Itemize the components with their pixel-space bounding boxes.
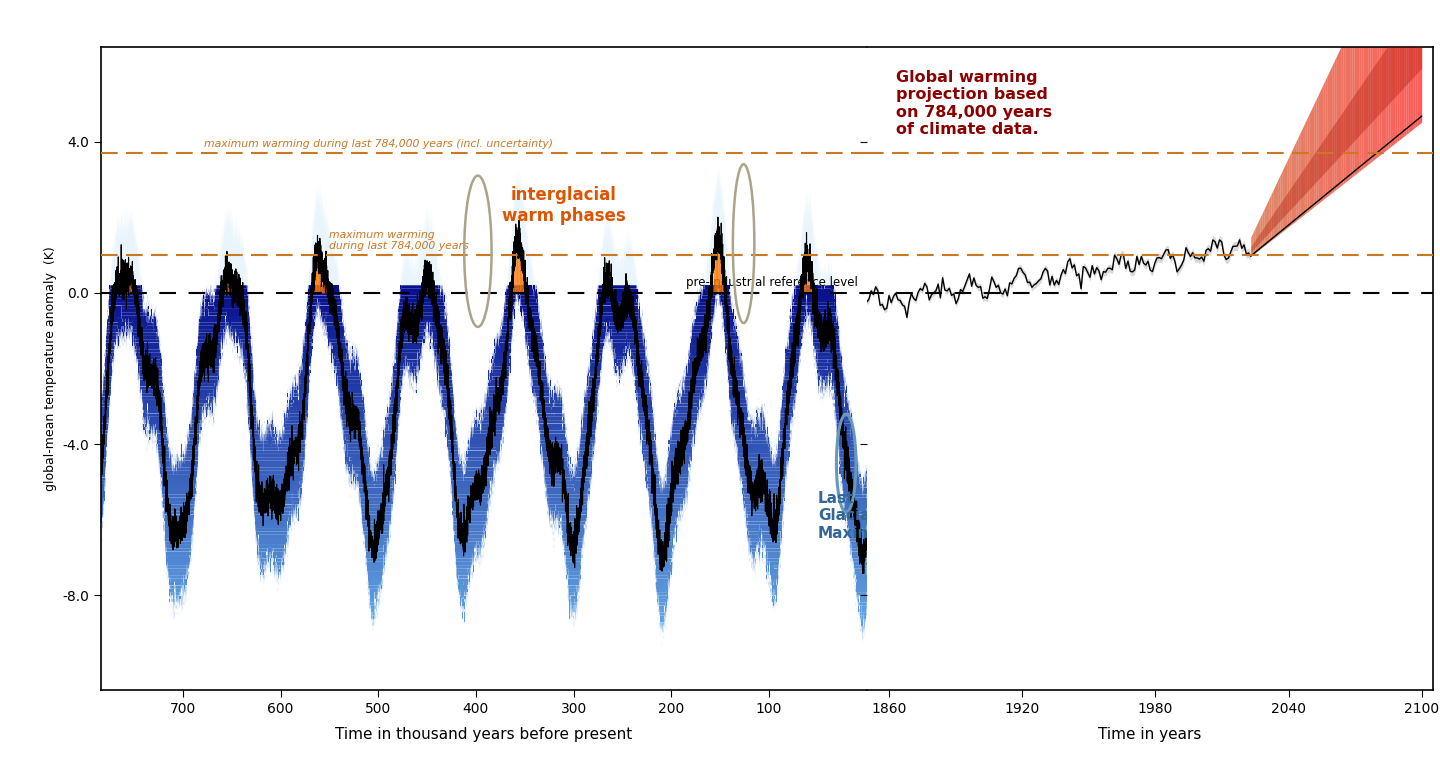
Text: maximum warming
during last 784,000 years: maximum warming during last 784,000 year…: [330, 230, 469, 251]
Y-axis label: global-mean temperature anomaly  (K): global-mean temperature anomaly (K): [43, 246, 56, 491]
Text: Global warming
projection based
on 784,000 years
of climate data.: Global warming projection based on 784,0…: [896, 70, 1051, 137]
X-axis label: Time in years: Time in years: [1099, 727, 1201, 742]
Text: Last
Glacial
Maximum: Last Glacial Maximum: [818, 491, 901, 541]
Text: interglacial
warm phases: interglacial warm phases: [503, 187, 626, 225]
Text: maximum warming during last 784,000 years (incl. uncertainty): maximum warming during last 784,000 year…: [204, 139, 553, 149]
X-axis label: Time in thousand years before present: Time in thousand years before present: [336, 727, 632, 742]
Text: pre-industrial reference level: pre-industrial reference level: [685, 276, 858, 289]
